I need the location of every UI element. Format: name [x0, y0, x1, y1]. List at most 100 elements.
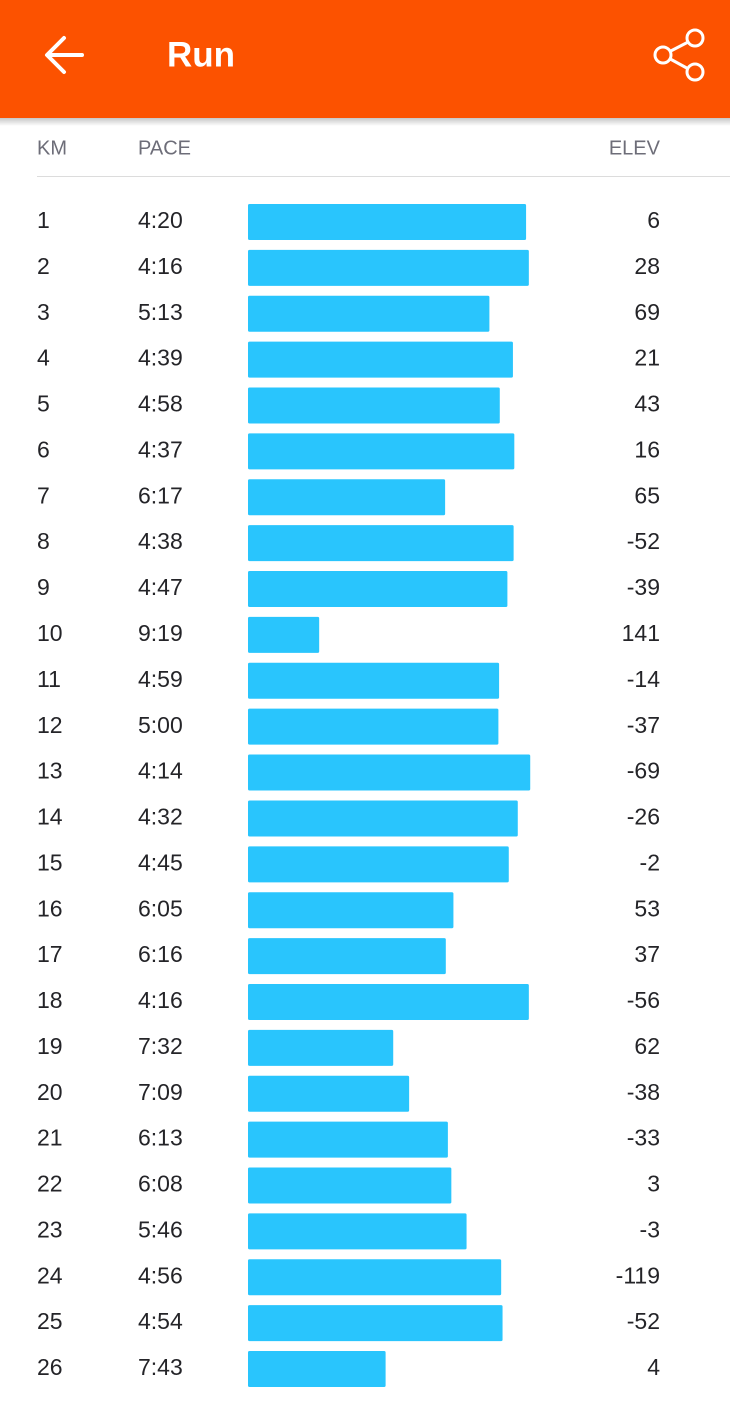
km-cell: 5: [37, 391, 50, 417]
pace-cell: 5:00: [138, 712, 183, 738]
pace-bar: [248, 708, 499, 745]
elev-cell: -14: [627, 666, 660, 692]
elev-cell: 4: [647, 1354, 660, 1380]
km-cell: 16: [37, 895, 63, 921]
header-bar: [0, 0, 730, 118]
pace-cell: 4:39: [138, 345, 183, 371]
pace-cell: 5:46: [138, 1216, 183, 1242]
column-header: ELEV: [609, 137, 661, 159]
km-cell: 13: [37, 758, 63, 784]
pace-cell: 6:16: [138, 941, 183, 967]
pace-cell: 4:45: [138, 849, 183, 875]
km-cell: 11: [37, 666, 61, 692]
pace-bar: [248, 983, 529, 1020]
pace-cell: 4:38: [138, 528, 183, 554]
km-cell: 3: [37, 299, 50, 325]
elev-cell: -3: [640, 1216, 660, 1242]
pace-bar: [248, 1121, 448, 1158]
km-cell: 10: [37, 620, 63, 646]
km-cell: 23: [37, 1216, 63, 1242]
pace-bar: [248, 571, 508, 608]
km-cell: 8: [37, 528, 50, 554]
elev-cell: 141: [622, 620, 660, 646]
elev-cell: 37: [634, 941, 660, 967]
km-cell: 12: [37, 712, 63, 738]
share-button[interactable]: [653, 28, 705, 82]
elev-cell: 28: [634, 253, 660, 279]
pace-cell: 6:05: [138, 895, 183, 921]
pace-bar: [248, 341, 513, 378]
km-cell: 17: [37, 941, 63, 967]
pace-bar: [248, 387, 500, 424]
elev-cell: 62: [634, 1033, 660, 1059]
elev-cell: 69: [634, 299, 660, 325]
pace-cell: 7:09: [138, 1079, 183, 1105]
back-button[interactable]: [45, 36, 84, 74]
elev-cell: -52: [627, 528, 660, 554]
pace-bar: [248, 1075, 410, 1112]
km-cell: 20: [37, 1079, 63, 1105]
pace-cell: 7:43: [138, 1354, 183, 1380]
elev-cell: -119: [616, 1262, 660, 1288]
elev-cell: -38: [627, 1079, 660, 1105]
pace-bar: [248, 1305, 503, 1342]
pace-bar: [248, 1213, 467, 1250]
column-header: KM: [37, 137, 67, 159]
pace-bar: [248, 754, 531, 791]
km-cell: 19: [37, 1033, 63, 1059]
header-shadow: [0, 118, 730, 126]
pace-bar: [248, 249, 529, 286]
elev-cell: -52: [627, 1308, 660, 1334]
pace-cell: 4:47: [138, 574, 183, 600]
pace-bar: [248, 662, 500, 699]
pace-bar: [248, 204, 527, 240]
km-cell: 9: [37, 574, 50, 600]
km-cell: 22: [37, 1171, 63, 1197]
km-cell: 14: [37, 804, 63, 830]
km-cell: 21: [37, 1125, 63, 1151]
pace-bar: [248, 479, 446, 516]
pace-bar: [248, 800, 518, 837]
pace-cell: 7:32: [138, 1033, 183, 1059]
pace-bar: [248, 846, 509, 883]
pace-cell: 6:17: [138, 482, 183, 508]
pace-cell: 4:32: [138, 804, 183, 830]
elev-cell: -56: [627, 987, 660, 1013]
elev-cell: -33: [627, 1125, 660, 1151]
elev-cell: 21: [634, 345, 660, 371]
pace-bar: [248, 433, 515, 470]
pace-bar: [248, 1259, 502, 1296]
elev-cell: -37: [627, 712, 660, 738]
column-header: PACE: [138, 137, 191, 159]
km-cell: 7: [37, 482, 50, 508]
pace-cell: 6:08: [138, 1171, 183, 1197]
km-cell: 15: [37, 849, 63, 875]
km-cell: 2: [37, 253, 50, 279]
km-cell: 1: [37, 207, 50, 233]
km-cell: 26: [37, 1354, 63, 1380]
pace-bar: [248, 616, 320, 653]
km-cell: 18: [37, 987, 63, 1013]
elev-cell: 16: [634, 436, 660, 462]
pace-bar: [248, 1167, 452, 1204]
pace-bar: [248, 295, 490, 332]
pace-bar: [248, 1351, 386, 1387]
pace-cell: 4:20: [138, 207, 183, 233]
elev-cell: 6: [647, 207, 660, 233]
elev-cell: -26: [627, 804, 660, 830]
splits-list: 1 4:20 62 4:16 283 5:13 694 4:39 215 4:58 436 4:37 1…: [37, 204, 660, 1387]
elev-cell: 43: [634, 391, 660, 417]
pace-bar: [248, 892, 454, 929]
km-cell: 24: [37, 1262, 63, 1288]
pace-cell: 4:59: [138, 666, 183, 692]
elev-cell: -2: [640, 849, 660, 875]
elev-cell: -69: [627, 758, 660, 784]
elev-cell: 53: [634, 895, 660, 921]
pace-cell: 4:14: [138, 758, 183, 784]
pace-cell: 4:58: [138, 391, 183, 417]
pace-cell: 6:13: [138, 1125, 183, 1151]
pace-cell: 4:37: [138, 436, 183, 462]
pace-cell: 4:16: [138, 253, 183, 279]
